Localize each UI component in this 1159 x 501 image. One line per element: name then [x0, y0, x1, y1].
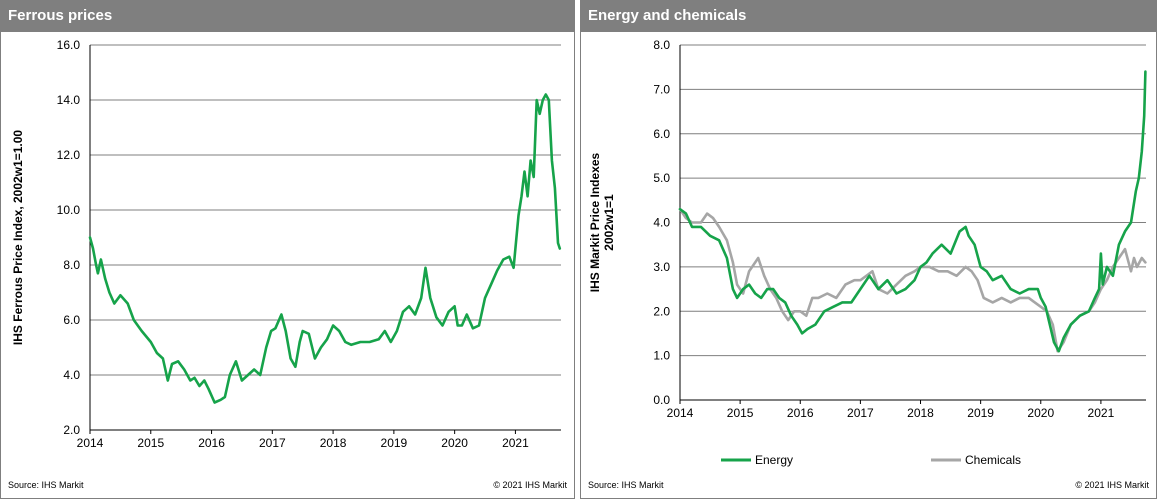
- y-axis-label: IHS Markit Price Indexes: [588, 152, 602, 292]
- energy-series-line: [678, 70, 1147, 353]
- y-tick-label: 6.0: [63, 313, 80, 327]
- y-tick-label: 2.0: [653, 304, 670, 318]
- x-tick-label: 2016: [198, 436, 225, 450]
- y-tick-label: 4.0: [653, 216, 670, 230]
- x-tick-label: 2015: [727, 406, 754, 420]
- x-tick-label: 2019: [967, 406, 994, 420]
- x-tick-label: 2014: [77, 436, 104, 450]
- x-tick-label: 2014: [667, 406, 694, 420]
- x-tick-label: 2018: [907, 406, 934, 420]
- ferrous-panel-title: Ferrous prices: [8, 7, 113, 24]
- x-tick-label: 2015: [137, 436, 164, 450]
- y-tick-label: 10.0: [57, 203, 81, 217]
- x-tick-label: 2017: [847, 406, 874, 420]
- x-tick-label: 2019: [381, 436, 408, 450]
- ferrous-chart-panel: Ferrous prices 2.0 4.0 6.0 8.0 10.0 12.0 14.0 1…: [0, 0, 575, 499]
- ferrous-source-note: Source: IHS Markit: [8, 480, 84, 490]
- ferrous-line-chart: 2.0 4.0 6.0 8.0 10.0 12.0 14.0 16.0 2014 2015 2016…: [11, 38, 562, 450]
- x-tick-label: 2017: [259, 436, 286, 450]
- y-tick-label: 0.0: [653, 393, 670, 407]
- x-tick-label: 2021: [502, 436, 529, 450]
- energy-chemicals-source-note: Source: IHS Markit: [588, 480, 664, 490]
- x-tick-label: 2020: [1027, 406, 1054, 420]
- ferrous-copyright-note: © 2021 IHS Markit: [493, 480, 567, 490]
- energy-chemicals-line-chart: 0.0 1.0 2.0 3.0 4.0 5.0 6.0 7.0 8.0 2014 2015 2016 2…: [588, 38, 1147, 467]
- y-tick-label: 6.0: [653, 127, 670, 141]
- energy-chemicals-panel-title: Energy and chemicals: [588, 7, 747, 24]
- y-tick-label: 8.0: [653, 38, 670, 52]
- y-tick-label: 5.0: [653, 171, 670, 185]
- y-axis-label: 2002w1=1: [602, 194, 616, 251]
- y-tick-label: 3.0: [653, 260, 670, 274]
- energy-chemicals-panel-header: Energy and chemicals: [581, 1, 1156, 32]
- y-tick-label: 4.0: [63, 368, 80, 382]
- y-tick-label: 12.0: [57, 148, 81, 162]
- legend-label-energy: Energy: [755, 453, 793, 467]
- x-tick-label: 2016: [787, 406, 814, 420]
- ferrous-panel-header: Ferrous prices: [1, 1, 574, 32]
- x-tick-label: 2018: [320, 436, 347, 450]
- x-tick-label: 2021: [1088, 406, 1115, 420]
- x-tick-label: 2020: [441, 436, 468, 450]
- legend-label-chemicals: Chemicals: [965, 453, 1021, 467]
- y-tick-label: 16.0: [57, 38, 81, 52]
- y-tick-label: 2.0: [63, 423, 80, 437]
- energy-chemicals-copyright-note: © 2021 IHS Markit: [1075, 480, 1149, 490]
- y-tick-label: 14.0: [57, 93, 81, 107]
- y-tick-label: 1.0: [653, 349, 670, 363]
- energy-chemicals-chart-panel: Energy and chemicals 0.0 1.0 2.0 3.0 4.0 5.0 6…: [580, 0, 1157, 499]
- y-tick-label: 7.0: [653, 82, 670, 96]
- y-tick-label: 8.0: [63, 258, 80, 272]
- y-axis-label: IHS Ferrous Price Index, 2002w1=1.00: [11, 130, 25, 345]
- ferrous-series-line: [88, 93, 562, 404]
